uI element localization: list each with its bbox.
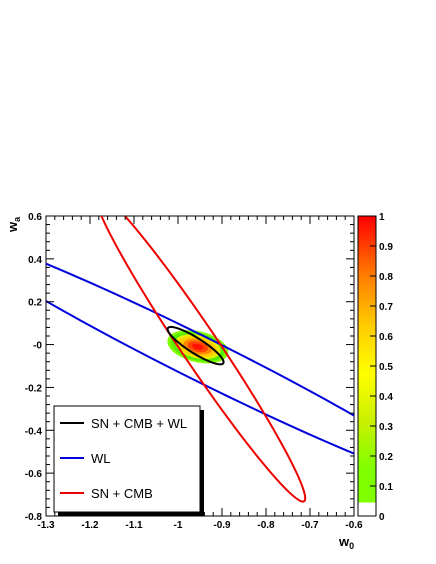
colorbar-fill	[358, 216, 376, 503]
y-tick-label: -0.2	[25, 383, 43, 394]
y-axis-title-sub: a	[12, 216, 22, 222]
colorbar-tick-label: 1	[379, 212, 385, 223]
contour-sn-cmb	[100, 216, 307, 503]
colorbar-tick-label: 0.9	[379, 242, 393, 253]
y-axis-title-main: w	[5, 221, 20, 233]
contour-wl	[46, 262, 354, 455]
colorbar-tick-label: 0.6	[379, 332, 393, 343]
y-tick-label: 0.4	[28, 255, 42, 266]
y-axis-title: wa	[5, 216, 22, 233]
x-tick-label: -1.2	[81, 520, 99, 531]
y-tick-label: -0	[33, 341, 42, 352]
y-tick-label: 0.2	[28, 298, 42, 309]
colorbar-tick-label: 0.8	[379, 272, 393, 283]
density-level-6	[192, 343, 204, 350]
colorbar-tick-label: 0	[379, 512, 385, 523]
y-tick-label: -0.6	[25, 469, 43, 480]
x-axis-title-sub: 0	[349, 541, 354, 551]
colorbar: 0 0.1 0.2 0.3 0.4 0.5 0.6 0.7 0.8 0.9 1	[357, 212, 393, 523]
legend-label: SN + CMB + WL	[91, 416, 187, 431]
contour-lines	[46, 216, 354, 503]
legend-items: SN + CMB + WL WL SN + CMB	[60, 416, 187, 501]
colorbar-tick-label: 0.4	[379, 392, 393, 403]
legend: SN + CMB + WL WL SN + CMB	[53, 405, 204, 516]
colorbar-ticks: 0 0.1 0.2 0.3 0.4 0.5 0.6 0.7 0.8 0.9 1	[370, 212, 393, 523]
colorbar-tick-label: 0.7	[379, 302, 393, 313]
y-tick-label: -0.4	[25, 426, 43, 437]
contour-combined	[166, 325, 225, 366]
legend-label: SN + CMB	[91, 486, 153, 501]
x-axis-title-main: w	[338, 534, 350, 549]
y-tick-label: -0.8	[25, 512, 43, 523]
colorbar-tick-label: 0.5	[379, 362, 393, 373]
colorbar-tick-label: 0.1	[379, 482, 393, 493]
x-axis-title: w0	[338, 534, 354, 551]
x-tick-label: -1	[174, 520, 183, 531]
x-tick-label: -0.8	[257, 520, 275, 531]
y-tick-label: 0.6	[28, 212, 42, 223]
x-tick-label: -0.6	[345, 520, 363, 531]
x-tick-label: -0.7	[301, 520, 319, 531]
x-tick-label: -0.9	[213, 520, 231, 531]
svg-text:w0: w0	[338, 534, 354, 551]
svg-text:wa: wa	[5, 216, 22, 233]
colorbar-tick-label: 0.2	[379, 452, 393, 463]
x-tick-label: -1.1	[125, 520, 143, 531]
legend-label: WL	[91, 451, 111, 466]
x-tick-label: -1.3	[37, 520, 55, 531]
y-axis-ticks: -0.8 -0.6 -0.4 -0.2 -0 0.2 0.4 0.6	[25, 212, 354, 523]
colorbar-tick-label: 0.3	[379, 422, 393, 433]
